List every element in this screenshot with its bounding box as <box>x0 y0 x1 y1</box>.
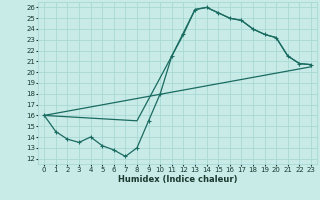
X-axis label: Humidex (Indice chaleur): Humidex (Indice chaleur) <box>118 175 237 184</box>
